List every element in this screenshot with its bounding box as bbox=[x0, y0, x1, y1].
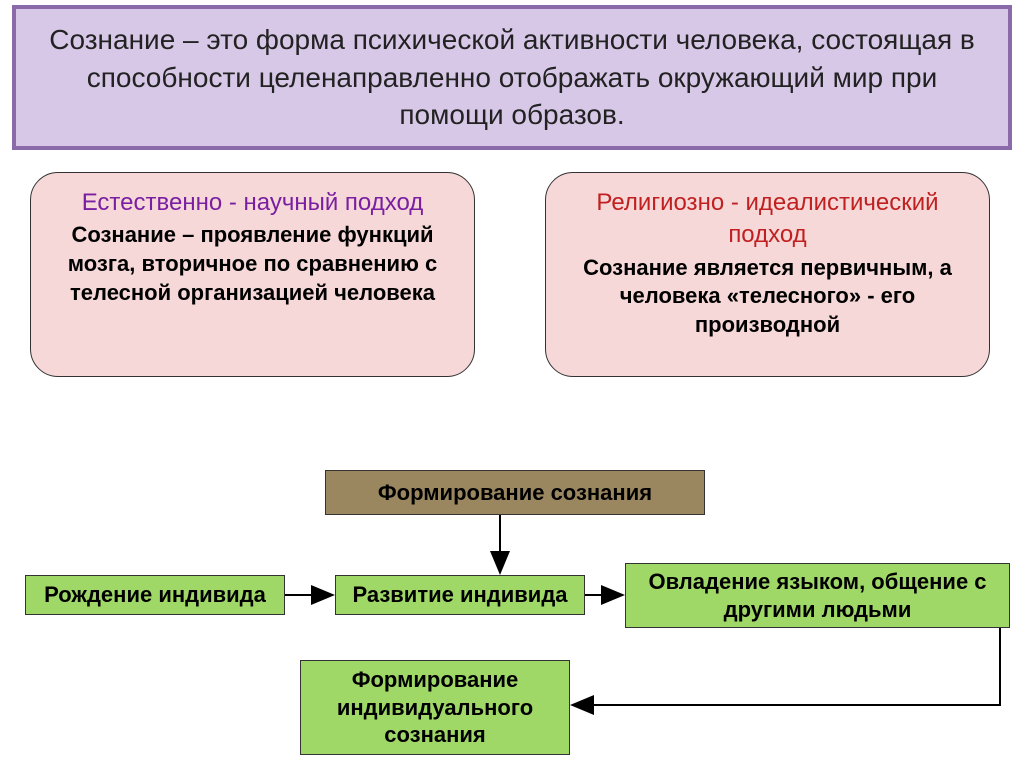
formation-title: Формирование сознания bbox=[378, 480, 652, 506]
stage-birth: Рождение индивида bbox=[25, 575, 285, 615]
approach-scientific-body: Сознание – проявление функций мозга, вто… bbox=[55, 221, 450, 307]
approach-religious-body: Сознание является первичным, а человека … bbox=[570, 254, 965, 340]
stage-language-label: Овладение языком, общение с другими людь… bbox=[636, 568, 999, 623]
formation-title-box: Формирование сознания bbox=[325, 470, 705, 515]
approach-scientific: Естественно - научный подход Сознание – … bbox=[30, 172, 475, 377]
definition-text: Сознание – это форма психической активно… bbox=[46, 21, 978, 134]
stage-development-label: Развитие индивида bbox=[352, 581, 567, 609]
approach-religious: Религиозно - идеалистический подход Созн… bbox=[545, 172, 990, 377]
definition-header: Сознание – это форма психической активно… bbox=[12, 5, 1012, 150]
approach-scientific-title: Естественно - научный подход bbox=[55, 187, 450, 219]
stage-individual-label: Формирование индивидуального сознания bbox=[311, 666, 559, 749]
approach-religious-title: Религиозно - идеалистический подход bbox=[570, 187, 965, 252]
stage-birth-label: Рождение индивида bbox=[44, 581, 266, 609]
stage-individual-consciousness: Формирование индивидуального сознания bbox=[300, 660, 570, 755]
stage-language: Овладение языком, общение с другими людь… bbox=[625, 563, 1010, 628]
stage-development: Развитие индивида bbox=[335, 575, 585, 615]
